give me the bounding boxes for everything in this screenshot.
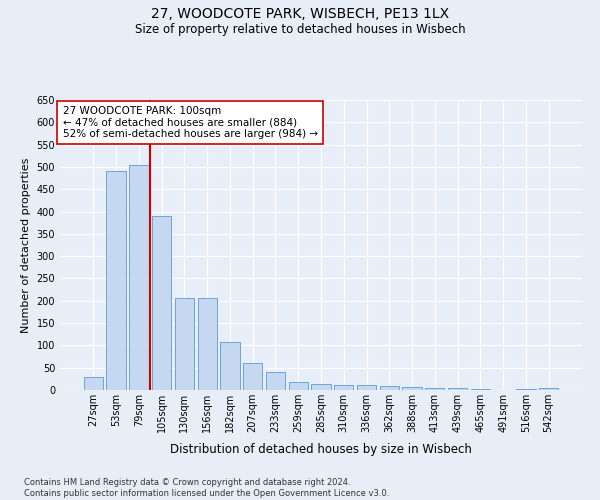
Text: Size of property relative to detached houses in Wisbech: Size of property relative to detached ho… bbox=[134, 22, 466, 36]
Bar bbox=[106, 172, 126, 390]
Bar bbox=[470, 388, 490, 390]
Bar bbox=[152, 216, 172, 390]
Bar bbox=[448, 388, 467, 390]
Bar bbox=[175, 298, 194, 390]
Bar bbox=[380, 386, 399, 390]
Bar bbox=[425, 388, 445, 390]
Bar bbox=[403, 388, 422, 390]
Bar bbox=[334, 384, 353, 390]
Bar bbox=[357, 385, 376, 390]
Y-axis label: Number of detached properties: Number of detached properties bbox=[21, 158, 31, 332]
Bar bbox=[311, 384, 331, 390]
Text: 27 WOODCOTE PARK: 100sqm
← 47% of detached houses are smaller (884)
52% of semi-: 27 WOODCOTE PARK: 100sqm ← 47% of detach… bbox=[62, 106, 318, 139]
Bar bbox=[539, 388, 558, 390]
Text: Distribution of detached houses by size in Wisbech: Distribution of detached houses by size … bbox=[170, 442, 472, 456]
Bar bbox=[129, 164, 149, 390]
Bar bbox=[220, 342, 239, 390]
Bar bbox=[243, 363, 262, 390]
Bar bbox=[289, 382, 308, 390]
Bar bbox=[197, 298, 217, 390]
Text: 27, WOODCOTE PARK, WISBECH, PE13 1LX: 27, WOODCOTE PARK, WISBECH, PE13 1LX bbox=[151, 8, 449, 22]
Bar bbox=[266, 372, 285, 390]
Bar bbox=[84, 376, 103, 390]
Bar bbox=[516, 388, 536, 390]
Text: Contains HM Land Registry data © Crown copyright and database right 2024.
Contai: Contains HM Land Registry data © Crown c… bbox=[24, 478, 389, 498]
